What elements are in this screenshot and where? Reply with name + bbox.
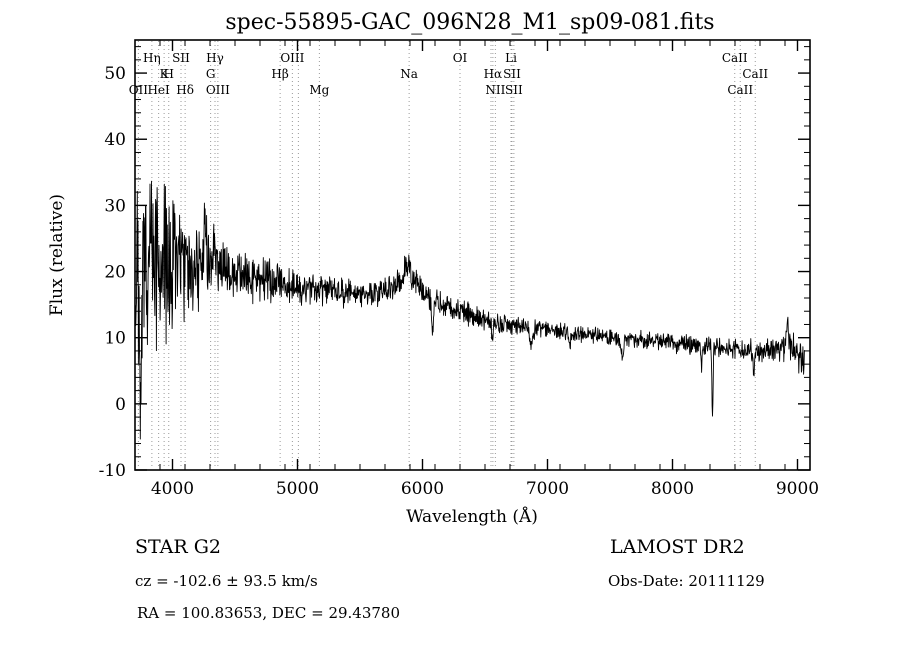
axis-tick-labels: 4000 5000 6000 7000 8000 9000 -10 0 10 20 30 40 50 (99, 64, 820, 499)
spectral-line-label: CaII (727, 83, 753, 97)
spectral-line-label: G (206, 67, 216, 81)
y-tick-label: -10 (99, 461, 126, 481)
x-tick-label: 9000 (776, 479, 819, 499)
x-tick-label: 4000 (151, 479, 194, 499)
cz-text: cz = -102.6 ± 93.5 km/s (135, 572, 318, 590)
spectral-line-markers (137, 41, 756, 469)
ra-dec-text: RA = 100.83653, DEC = 29.43780 (137, 604, 400, 622)
y-tick-label: 30 (104, 196, 126, 216)
spectral-line-label: Mg (309, 83, 329, 97)
x-tick-label: 7000 (526, 479, 569, 499)
spectral-line-label: Hη (143, 51, 161, 65)
spectral-line-label: H (164, 67, 174, 81)
y-tick-label: 40 (104, 130, 126, 150)
x-tick-label: 8000 (651, 479, 694, 499)
spectral-line-label: NII (485, 83, 505, 97)
spectral-line-label: OI (453, 51, 468, 65)
axis-ticks (135, 40, 810, 471)
spectral-line-label: Hδ (176, 83, 194, 97)
spectral-line-label: SII (505, 83, 523, 97)
spectral-line-label: OIII (206, 83, 230, 97)
y-tick-label: 0 (115, 395, 126, 415)
plot-title: spec-55895-GAC_096N28_M1_sp09-081.fits (225, 10, 714, 35)
spectral-line-label: K (160, 67, 170, 81)
spectral-line-label: Li (505, 51, 517, 65)
y-tick-label: 50 (104, 64, 126, 84)
plot-frame (134, 39, 811, 471)
spectral-line-label: Na (400, 67, 418, 81)
x-tick-label: 6000 (401, 479, 444, 499)
spectral-line-label: Hγ (206, 51, 224, 65)
spectral-line-label: CaII (742, 67, 768, 81)
y-tick-label: 10 (104, 329, 126, 349)
spectral-line-labels: OII Hη HeI KH SII Hδ G Hγ OIII Hβ OIII Mg Na OI Hα NII L… (129, 51, 769, 97)
obs-date-text: Obs-Date: 20111129 (608, 572, 765, 590)
spectral-line-label: OII (129, 83, 149, 97)
spectral-line-label: SII (172, 51, 190, 65)
y-tick-label: 20 (104, 263, 126, 283)
spectral-line-label: CaII (722, 51, 748, 65)
spectral-line-label: HeI (147, 83, 170, 97)
x-tick-label: 5000 (276, 479, 319, 499)
y-axis-label: Flux (relative) (47, 194, 67, 316)
spectral-line-label: OIII (280, 51, 304, 65)
x-axis-label: Wavelength (Å) (406, 506, 538, 527)
spectrum-trace (134, 180, 805, 440)
spectral-line-label: SII (503, 67, 521, 81)
star-class-text: STAR G2 (135, 536, 221, 558)
spectral-line-label: Hα (484, 67, 503, 81)
survey-text: LAMOST DR2 (610, 536, 745, 558)
spectral-line-label: Hβ (271, 67, 288, 81)
